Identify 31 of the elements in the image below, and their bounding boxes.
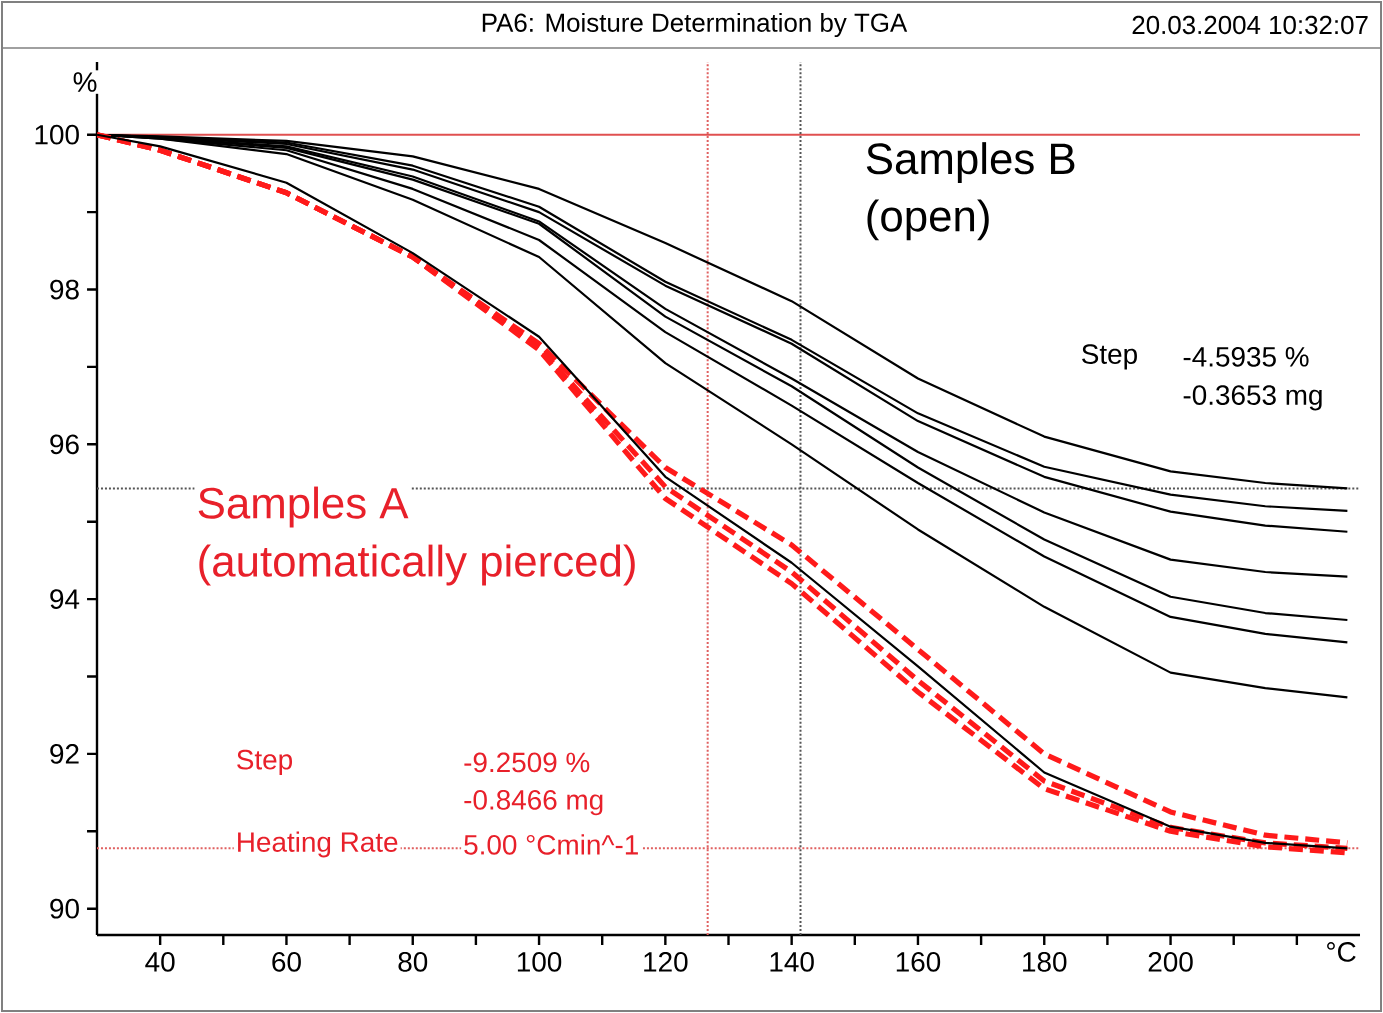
- y-tick-label: 98: [50, 279, 79, 300]
- chart-title: PA6: Moisture Determination by TGA: [482, 12, 908, 38]
- annotation: 5.00 °Cmin^-1: [464, 834, 638, 855]
- x-tick-label: 180: [1023, 951, 1067, 972]
- y-tick-label: 100: [35, 124, 79, 145]
- annotation: -4.5935 %: [1183, 346, 1309, 367]
- x-tick-label: 100: [517, 951, 562, 972]
- y-tick-label: 92: [50, 744, 79, 764]
- x-tick-label: 140: [770, 951, 814, 972]
- annotation: -0.8466 mg: [464, 790, 603, 816]
- y-tick-label: 96: [50, 434, 79, 455]
- y-axis-title: %: [73, 72, 97, 92]
- x-tick-label: 160: [896, 951, 941, 972]
- x-tick-label: 40: [145, 951, 175, 972]
- y-tick-label: 94: [50, 589, 80, 609]
- annotation: Heating Rate: [238, 831, 398, 858]
- annotation: (automatically pierced): [199, 544, 635, 586]
- annotation: -0.3653 mg: [1183, 385, 1322, 411]
- x-tick-label: 60: [272, 951, 301, 972]
- annotation: Step: [237, 749, 293, 776]
- y-tick-label: 90: [50, 898, 79, 919]
- annotation: (open): [867, 199, 989, 241]
- x-tick-label: 200: [1148, 951, 1193, 972]
- x-axis-title: °C: [1327, 942, 1356, 962]
- annotation: Step: [1082, 344, 1137, 370]
- chart-subtitle: 20.03.2004 10:32:07: [1132, 15, 1368, 35]
- annotation: Samples A: [198, 486, 409, 528]
- annotation: -9.2509 %: [464, 752, 590, 773]
- x-tick-label: 120: [644, 951, 688, 972]
- x-tick-label: 80: [398, 951, 428, 972]
- annotation: Samples B: [866, 142, 1075, 184]
